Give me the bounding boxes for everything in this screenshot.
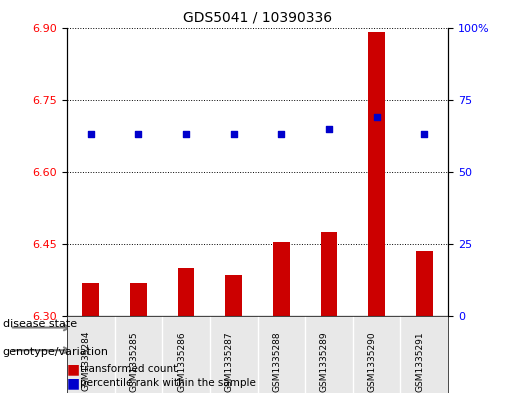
Point [182,131,190,138]
Point [325,125,333,132]
Point [420,131,428,138]
Point [87,131,95,138]
Bar [82,283,99,316]
Bar [368,32,385,316]
Text: disease state: disease state [3,319,77,329]
Bar [226,275,242,316]
Text: GSM1335288: GSM1335288 [272,331,281,391]
Bar [178,268,194,316]
Text: GSM1335290: GSM1335290 [368,331,376,391]
Bar [321,232,337,316]
Text: ■: ■ [67,362,80,376]
Text: GSM1335284: GSM1335284 [82,331,91,391]
Bar [416,251,433,316]
Text: GSM1335287: GSM1335287 [225,331,234,391]
Text: db/+: db/+ [339,345,366,355]
Bar [273,242,289,316]
Point [277,131,285,138]
Text: db/db: db/db [146,345,178,355]
FancyBboxPatch shape [258,317,448,338]
Text: GSM1335289: GSM1335289 [320,331,329,391]
FancyBboxPatch shape [67,317,258,338]
Text: genotype/variation: genotype/variation [3,347,109,357]
FancyBboxPatch shape [258,340,448,360]
Text: GSM1335286: GSM1335286 [177,331,186,391]
Text: diabetic: diabetic [140,323,184,332]
Text: percentile rank within the sample: percentile rank within the sample [80,378,256,388]
Text: transformed count: transformed count [80,364,177,375]
Point [134,131,143,138]
Text: GSM1335291: GSM1335291 [415,331,424,391]
Text: GSM1335285: GSM1335285 [129,331,139,391]
FancyBboxPatch shape [67,340,258,360]
Bar [130,283,147,316]
Point [372,114,381,120]
Text: lean non-diabetic: lean non-diabetic [304,323,401,332]
Point [230,131,238,138]
Text: ■: ■ [67,376,80,390]
Title: GDS5041 / 10390336: GDS5041 / 10390336 [183,11,332,25]
